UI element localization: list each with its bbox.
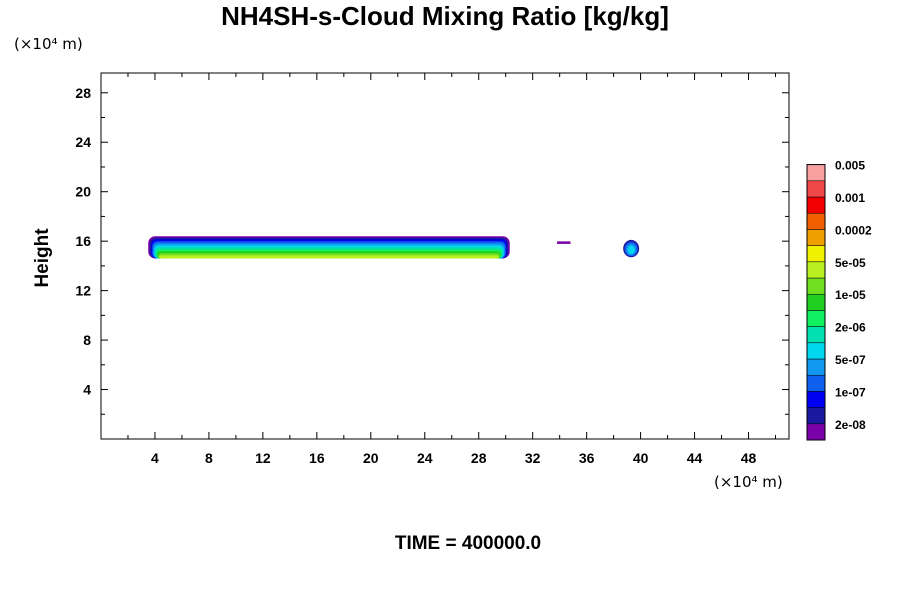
colorbar-label: 5e-05 — [835, 256, 866, 270]
colorbar-swatch — [806, 180, 826, 198]
colorbar-swatch — [806, 229, 826, 246]
x-tick-label: 44 — [687, 450, 703, 466]
colorbar-frame — [806, 164, 826, 441]
chart-title: NH4SH-s-Cloud Mixing Ratio [kg/kg] — [221, 1, 669, 31]
y-tick-label: 28 — [75, 85, 91, 101]
colorbar-swatch — [806, 423, 826, 441]
x-tick-label: 24 — [417, 450, 433, 466]
colorbar-label: 2e-06 — [835, 321, 866, 335]
colorbar-swatch — [806, 196, 826, 214]
x-tick-label: 16 — [309, 450, 325, 466]
colorbar-swatch — [806, 245, 826, 263]
colorbar-swatch — [806, 342, 826, 360]
colorbar-label: 0.0002 — [835, 223, 872, 237]
x-tick-label: 36 — [579, 450, 595, 466]
cloud-contour — [159, 255, 499, 259]
colorbar-swatch — [806, 374, 826, 392]
time-label: TIME = 400000.0 — [395, 533, 541, 554]
colorbar-swatch — [806, 261, 826, 279]
x-tick-label: 40 — [633, 450, 649, 466]
cloud-streak — [556, 241, 571, 244]
y-tick-label: 12 — [75, 283, 91, 299]
cloud-field — [148, 236, 640, 259]
colorbar-swatch — [806, 164, 826, 182]
colorbar: 2e-08 1e-07 5e-07 2e-06 1e-05 5e-05 0.0002 0.00… — [806, 159, 872, 441]
x-tick-label: 12 — [255, 450, 271, 466]
x-tick-label: 8 — [205, 450, 213, 466]
y-tick-label: 20 — [75, 184, 91, 200]
x-tick-label: 32 — [525, 450, 541, 466]
y-tick-label: 24 — [75, 134, 91, 150]
colorbar-swatch — [806, 391, 826, 408]
y-tick-label: 8 — [83, 332, 91, 348]
x-axis-unit: (×10⁴ m) — [714, 473, 783, 491]
y-axis-label: Height — [32, 228, 53, 288]
cloud-blob — [627, 245, 635, 255]
colorbar-label: 5e-07 — [835, 353, 866, 367]
colorbar-swatch — [806, 212, 826, 230]
x-tick-label: 20 — [363, 450, 379, 466]
colorbar-label: 0.005 — [835, 159, 865, 173]
colorbar-label: 2e-08 — [835, 418, 866, 432]
y-axis-unit: (×10⁴ m) — [14, 35, 83, 53]
x-tick-label: 48 — [741, 450, 757, 466]
y-tick-label: 16 — [75, 233, 91, 249]
colorbar-swatch — [806, 310, 826, 327]
colorbar-label: 1e-05 — [835, 288, 866, 302]
x-tick-label: 28 — [471, 450, 487, 466]
colorbar-swatch — [806, 407, 826, 425]
y-tick-label: 4 — [83, 382, 91, 398]
colorbar-label: 1e-07 — [835, 385, 866, 399]
colorbar-label: 0.001 — [835, 191, 865, 205]
colorbar-swatch — [806, 326, 826, 344]
colorbar-swatch — [806, 293, 826, 311]
x-tick-label: 4 — [151, 450, 159, 466]
colorbar-swatch — [806, 277, 826, 295]
colorbar-swatch — [806, 358, 826, 376]
